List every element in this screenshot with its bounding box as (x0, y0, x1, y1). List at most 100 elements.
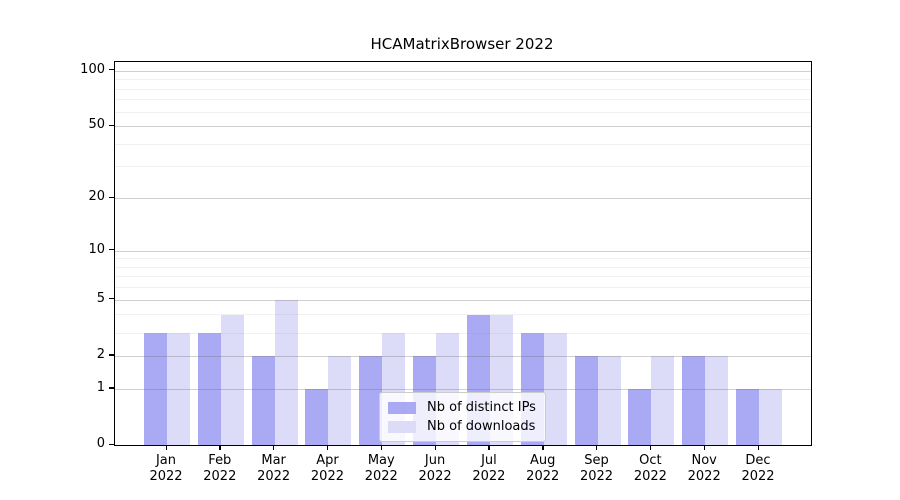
y-tick-mark (109, 196, 114, 198)
x-tick-mark (649, 445, 652, 451)
x-tick-month: Mar (261, 453, 286, 468)
legend: Nb of distinct IPs Nb of downloads (379, 392, 546, 442)
x-tick-mark (488, 445, 490, 451)
y-tick-label: 1 (96, 379, 105, 395)
x-tick-month: Jul (481, 453, 497, 468)
bar-sep-ips (574, 355, 598, 445)
major-gridline (115, 355, 811, 357)
minor-gridline (115, 287, 811, 289)
x-tick-month: May (367, 453, 395, 468)
y-tick-mark (109, 354, 114, 356)
minor-gridline (115, 166, 811, 168)
x-tick-year: 2022 (149, 469, 183, 484)
bar-aug-downloads (543, 332, 567, 445)
x-tick-label: May 2022 (351, 453, 411, 485)
bar-mar-downloads (274, 299, 298, 445)
x-tick-year: 2022 (364, 469, 398, 484)
x-tick-mark (326, 445, 329, 451)
x-tick-year: 2022 (203, 469, 237, 484)
major-gridline (115, 70, 811, 72)
x-tick-month: Jun (424, 453, 446, 468)
y-tick-mark (109, 124, 114, 126)
bar-mar-ips (251, 355, 275, 445)
minor-gridline (115, 111, 811, 113)
x-tick-mark (542, 445, 544, 451)
y-tick-mark (109, 298, 114, 300)
y-tick-label: 2 (96, 346, 105, 362)
x-tick-label: Dec 2022 (728, 453, 788, 485)
x-tick-label: Jan 2022 (136, 453, 196, 485)
bar-feb-downloads (220, 314, 244, 445)
bar-jan-ips (144, 332, 167, 445)
legend-label: Nb of downloads (427, 419, 536, 434)
y-tick-mark (109, 443, 114, 445)
legend-row: Nb of downloads (388, 417, 536, 436)
y-tick-mark (109, 69, 114, 71)
major-gridline (115, 388, 811, 390)
x-tick-month: Aug (530, 453, 556, 468)
minor-gridline (115, 332, 811, 334)
y-tick-mark (109, 387, 114, 389)
legend-swatch (388, 401, 416, 414)
bar-oct-ips (628, 388, 652, 445)
chart-title: HCAMatrixBrowser 2022 (370, 35, 554, 53)
y-tick-label: 0 (96, 436, 105, 451)
minor-gridline (115, 99, 811, 101)
legend-row: Nb of distinct IPs (388, 398, 536, 417)
x-tick-label: Jun 2022 (405, 453, 465, 485)
minor-gridline (115, 79, 811, 81)
x-tick-mark (219, 445, 221, 451)
legend-label: Nb of distinct IPs (427, 400, 536, 415)
x-tick-label: Sep 2022 (567, 453, 627, 485)
minor-gridline (115, 266, 811, 268)
minor-gridline (115, 143, 811, 145)
bar-may-ips (359, 355, 383, 445)
x-tick-month: Nov (691, 453, 717, 468)
legend-swatch (388, 420, 416, 433)
bar-oct-downloads (651, 355, 675, 445)
x-tick-mark (596, 445, 598, 451)
x-tick-label: Jul 2022 (459, 453, 519, 485)
x-tick-year: 2022 (579, 469, 614, 484)
bar-apr-downloads (328, 355, 352, 445)
x-tick-year: 2022 (257, 469, 291, 484)
x-tick-label: Apr 2022 (297, 453, 357, 485)
x-tick-mark (380, 445, 383, 451)
x-tick-month: Feb (208, 453, 232, 468)
x-tick-month: Sep (584, 453, 609, 468)
x-tick-year: 2022 (741, 469, 775, 484)
x-tick-month: Jan (155, 453, 177, 468)
minor-gridline (115, 88, 811, 90)
x-tick-year: 2022 (472, 469, 506, 484)
minor-gridline (115, 258, 811, 260)
bar-feb-ips (197, 332, 221, 445)
x-tick-mark (757, 445, 759, 451)
y-tick-label: 100 (80, 61, 105, 77)
x-tick-year: 2022 (687, 469, 721, 484)
x-tick-year: 2022 (633, 469, 667, 484)
major-gridline (115, 198, 811, 200)
bar-dec-downloads (759, 388, 782, 445)
x-tick-mark (165, 445, 167, 451)
minor-gridline (115, 314, 811, 316)
y-tick-label: 20 (88, 189, 105, 205)
bar-nov-downloads (705, 355, 729, 445)
x-tick-year: 2022 (310, 469, 344, 484)
bar-nov-ips (682, 355, 706, 445)
major-gridline (115, 126, 811, 128)
y-tick-label: 5 (96, 290, 105, 306)
x-tick-month: Apr (316, 453, 339, 468)
y-tick-label: 50 (88, 117, 105, 133)
x-tick-year: 2022 (418, 469, 452, 484)
x-tick-label: Mar 2022 (244, 453, 304, 485)
x-tick-label: Aug 2022 (513, 453, 573, 485)
major-gridline (115, 299, 811, 301)
x-tick-mark (273, 445, 275, 451)
x-tick-year: 2022 (526, 469, 560, 484)
minor-gridline (115, 276, 811, 278)
x-tick-label: Feb 2022 (190, 453, 250, 485)
x-tick-month: Dec (745, 453, 771, 468)
bar-jan-downloads (167, 332, 190, 445)
x-tick-month: Oct (639, 453, 662, 468)
